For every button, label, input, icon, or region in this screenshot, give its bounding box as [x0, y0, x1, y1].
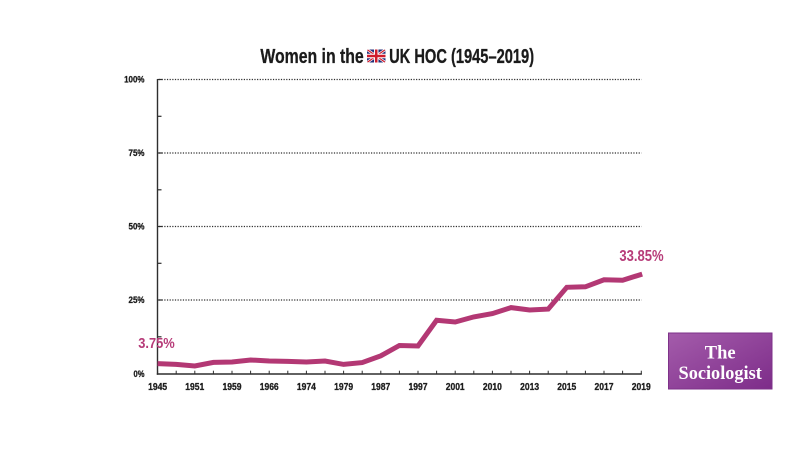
svg-text:1997: 1997 — [409, 382, 428, 393]
svg-text:3.75%: 3.75% — [138, 336, 175, 352]
svg-text:2019: 2019 — [632, 382, 651, 393]
svg-text:1966: 1966 — [260, 382, 279, 393]
svg-text:1979: 1979 — [334, 382, 353, 393]
svg-text:75%: 75% — [129, 148, 145, 158]
svg-text:0%: 0% — [134, 369, 145, 379]
svg-text:2015: 2015 — [557, 382, 576, 393]
svg-text:Sociologist: Sociologist — [679, 363, 763, 384]
svg-text:100%: 100% — [124, 75, 144, 85]
svg-text:25%: 25% — [129, 295, 145, 305]
svg-text:1987: 1987 — [371, 382, 390, 393]
svg-text:2010: 2010 — [483, 382, 502, 393]
svg-text:1951: 1951 — [185, 382, 204, 393]
svg-text:1945: 1945 — [148, 382, 167, 393]
svg-text:50%: 50% — [129, 222, 145, 232]
svg-text:1959: 1959 — [223, 382, 242, 393]
svg-text:The: The — [705, 343, 736, 364]
svg-text:1974: 1974 — [297, 382, 316, 393]
svg-text:Women in the: Women in the — [260, 46, 363, 68]
svg-text:2013: 2013 — [520, 382, 539, 393]
svg-text:UK HOC (1945–2019): UK HOC (1945–2019) — [389, 46, 534, 68]
svg-text:2001: 2001 — [446, 382, 465, 393]
svg-text:33.85%: 33.85% — [619, 248, 663, 265]
svg-text:2017: 2017 — [595, 382, 614, 393]
